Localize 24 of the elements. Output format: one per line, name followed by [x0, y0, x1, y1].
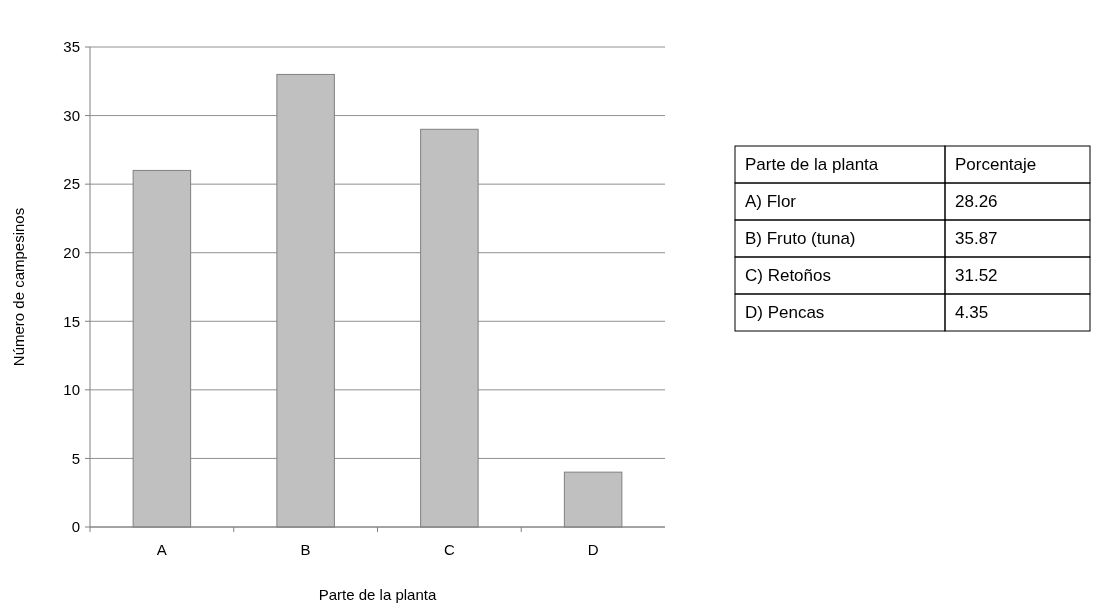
text: B) Fruto (tuna): [745, 229, 856, 249]
x-tick-label: C: [443, 541, 455, 558]
text: A) Flor: [745, 192, 797, 212]
y-tick-label: 35: [63, 38, 80, 56]
x-axis-title: Parte de la planta: [318, 586, 437, 603]
text: 28.26: [955, 192, 998, 212]
text: Parte de la planta: [745, 155, 879, 175]
y-axis-title: Número de campesinos: [10, 207, 27, 367]
text: C) Retoños: [745, 266, 831, 286]
text: D) Pencas: [745, 303, 825, 323]
x-tick-label: D: [587, 541, 599, 558]
y-tick-label: 20: [63, 243, 80, 261]
y-tick-label: 10: [63, 381, 80, 399]
x-tick-label: B: [300, 541, 311, 558]
text: 4.35: [955, 303, 989, 323]
x-tick-label: A: [156, 541, 167, 558]
text: Porcentaje: [955, 155, 1037, 175]
y-tick-label: 25: [63, 175, 80, 193]
y-tick-label: 0: [71, 518, 80, 536]
text: 31.52: [955, 266, 998, 286]
text: 35.87: [955, 229, 998, 249]
y-tick-label: 5: [71, 449, 80, 467]
y-tick-label: 15: [63, 312, 80, 330]
y-tick-label: 30: [63, 106, 80, 124]
